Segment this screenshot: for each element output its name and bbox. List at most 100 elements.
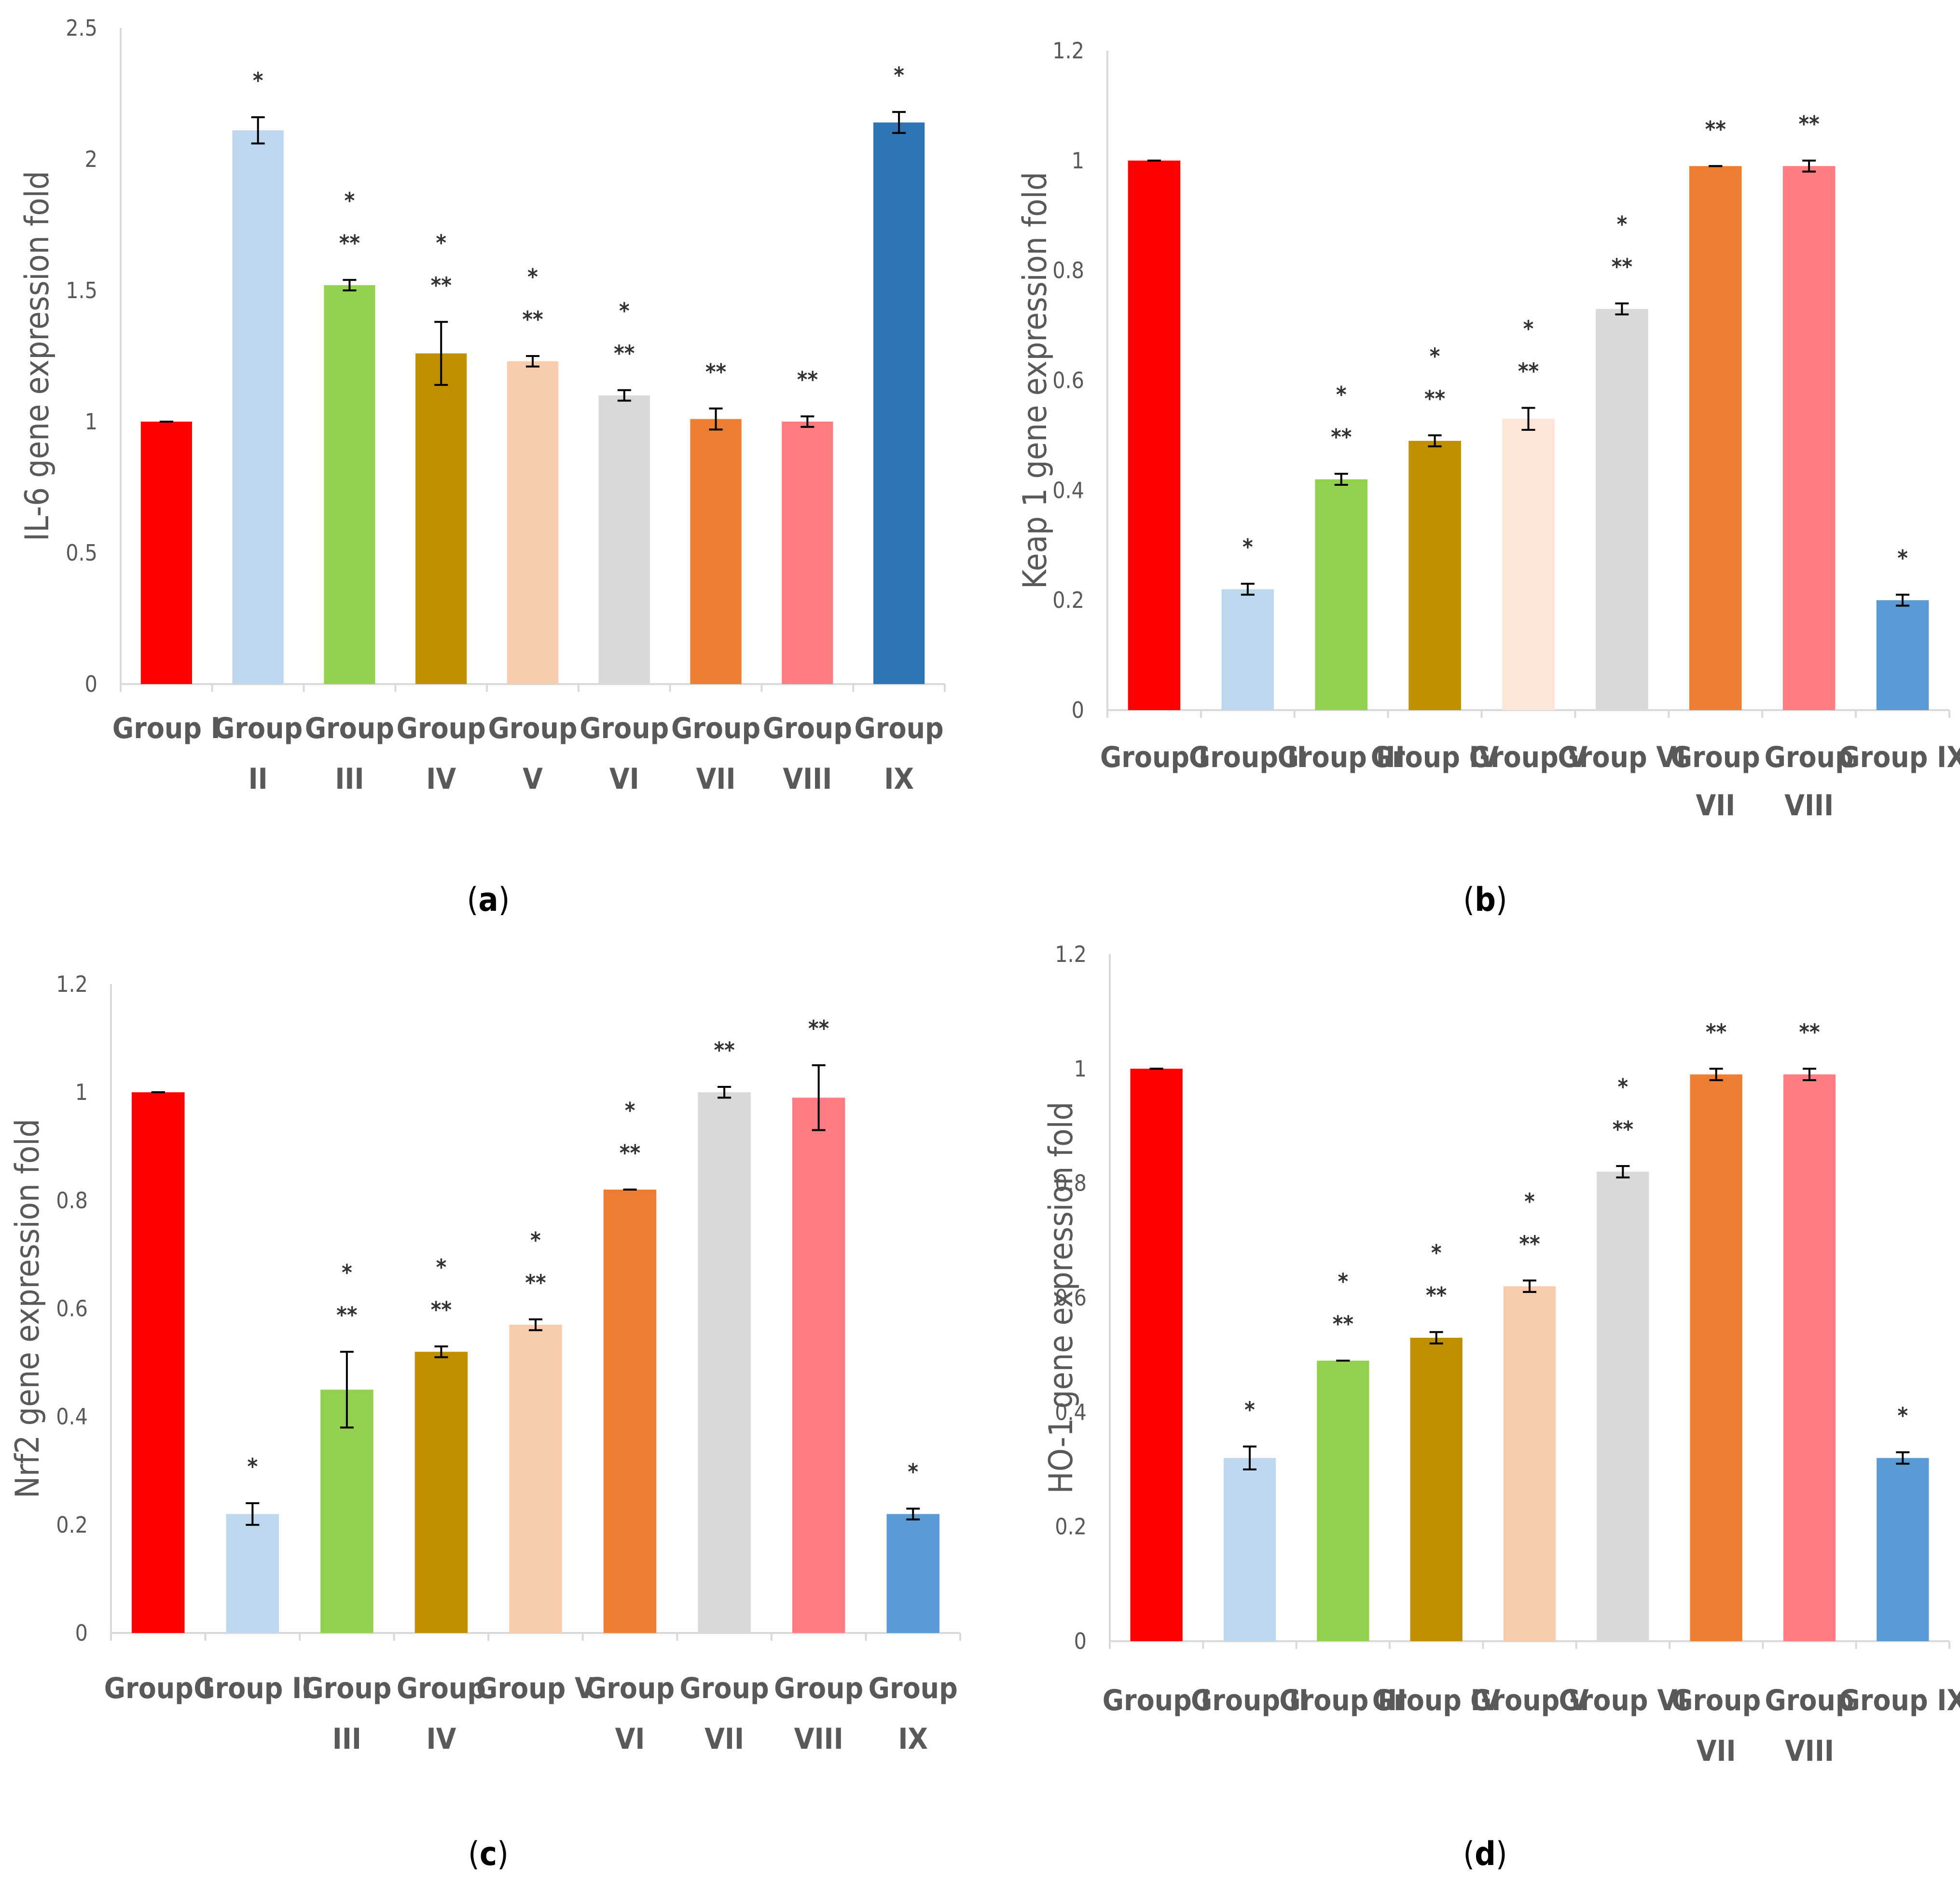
significance-marker: ** [1612,254,1632,280]
bar [782,422,833,684]
error-bar [1241,582,1255,596]
significance-marker: * [894,62,904,88]
panel-caption: (a) [467,881,510,919]
category-label: Group II [1189,741,1307,774]
category-label: IX [884,762,914,796]
significance-marker: * [1617,211,1628,237]
y-tick-label: 1.2 [1052,38,1084,64]
category-label: Group [397,1672,486,1705]
significance-marker: ** [620,1140,640,1166]
category-label: Group V [476,1672,595,1705]
significance-marker: ** [1424,385,1445,411]
significance-marker: * [1524,1188,1535,1214]
error-bar [526,355,539,368]
error-bar [1896,593,1910,607]
significance-marker: ** [1799,1019,1820,1045]
category-label: VIII [1785,1734,1834,1768]
significance-marker: * [345,188,355,214]
category-label: II [248,762,268,796]
error-bar [1896,1451,1910,1465]
y-tick-label: 0 [1072,697,1084,723]
y-tick-label: 1 [1072,148,1084,174]
category-label: VIII [783,762,832,796]
category-label: Group I [1100,741,1208,774]
category-label: VIII [794,1722,843,1756]
bar [1690,1074,1742,1641]
significance-marker: ** [522,306,543,332]
panel-caption: (c) [468,1835,509,1873]
y-tick-label: 1 [1074,1056,1087,1082]
error-bar [340,1351,354,1429]
y-tick-label: 0.4 [1052,477,1084,503]
category-label: III [332,1722,361,1756]
bar [320,1389,373,1633]
error-bar [718,1085,732,1099]
category-label: VII [696,762,736,796]
error-bar [1523,1279,1536,1293]
category-label: Group [680,1672,769,1705]
significance-marker: ** [431,1297,452,1323]
error-bar [801,415,814,428]
y-tick-label: 1 [85,409,97,435]
significance-marker: * [1897,545,1908,571]
panel-d-ho1-chart: 0 0.2 0.4 0.6 0.8 1 1.2 HO-1 gene expression fo… [1042,941,1960,1873]
bar [415,353,467,684]
category-label: Group I [112,712,221,745]
significance-marker: ** [1333,1311,1353,1337]
bar [1221,589,1274,710]
category-label: III [335,762,364,796]
category-label: Group VI [1558,741,1686,774]
y-tick-label: 0 [75,1620,88,1646]
bar [509,1325,562,1633]
y-tick-label: 0 [1074,1628,1087,1654]
category-label: Group IX [1839,1684,1960,1717]
category-label: Group [305,712,394,745]
bar [603,1189,657,1633]
significance-marker: * [253,68,263,94]
y-tick-label: 0.8 [1055,1170,1087,1196]
y-tick-label: 0.8 [56,1187,88,1213]
error-bar [246,1502,260,1526]
bar [1408,440,1461,710]
error-bar [343,279,357,291]
category-label: VII [1697,1734,1736,1768]
bar [232,130,284,684]
significance-marker: ** [808,1015,829,1042]
category-label: Group [585,1672,675,1705]
error-bar [1802,159,1816,173]
bar [1596,309,1648,710]
bar [1130,1069,1183,1641]
y-tick-label: 0.8 [1052,258,1084,284]
y-tick-label: 0.5 [66,540,97,566]
error-bar [1616,1165,1630,1179]
category-label: Group I [1103,1684,1211,1717]
significance-marker: * [1430,343,1440,369]
significance-marker: ** [1706,1019,1726,1045]
error-bar [434,1345,448,1358]
category-label: Group [763,712,852,745]
error-bar [1521,407,1535,431]
panel-caption: (d) [1463,1835,1507,1873]
significance-marker: * [625,1097,635,1124]
error-bar [906,1508,920,1521]
category-label: Group [397,712,486,745]
significance-marker: * [1523,315,1534,342]
error-bar [1709,1068,1723,1082]
panel-b-keap1-chart: 0 0.2 0.4 0.6 0.8 1 1.2 Keap 1 gene expression … [1016,38,1960,919]
bar [792,1097,845,1633]
y-tick-label: 0.4 [56,1404,88,1430]
category-label: VI [615,1722,645,1756]
significance-marker: * [619,298,630,324]
category-label: Group VI [1559,1684,1687,1717]
category-label: Group [855,712,944,745]
significance-marker: * [342,1260,352,1286]
y-tick-label: 1 [75,1079,88,1105]
category-label: Group [1765,1684,1854,1717]
category-label: Group [1671,741,1760,774]
significance-marker: ** [1705,116,1726,142]
error-bar [1803,1068,1816,1082]
bar [690,419,742,684]
significance-marker: ** [1331,424,1352,450]
significance-marker: * [1898,1402,1908,1428]
